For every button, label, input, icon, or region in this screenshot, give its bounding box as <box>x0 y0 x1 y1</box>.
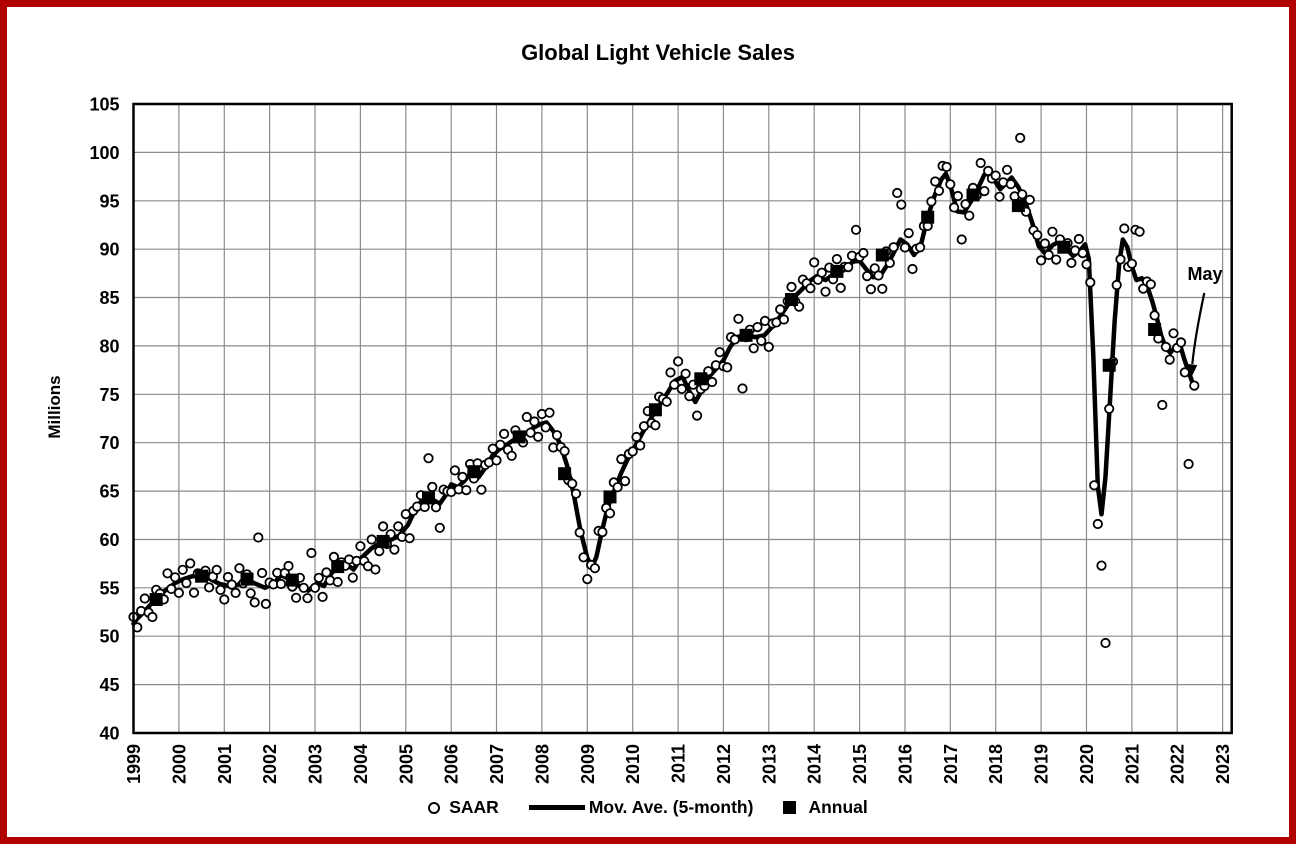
svg-text:80: 80 <box>99 336 119 356</box>
svg-text:2015: 2015 <box>850 744 870 784</box>
svg-text:2022: 2022 <box>1168 744 1188 784</box>
svg-text:2005: 2005 <box>396 744 416 784</box>
svg-text:95: 95 <box>99 191 119 211</box>
svg-text:2018: 2018 <box>986 744 1006 784</box>
svg-text:70: 70 <box>99 433 119 453</box>
svg-text:40: 40 <box>99 724 119 744</box>
svg-text:2013: 2013 <box>759 744 779 784</box>
svg-text:85: 85 <box>99 288 119 308</box>
svg-text:2019: 2019 <box>1032 744 1052 784</box>
open-circle-marker-icon <box>428 801 441 814</box>
svg-text:50: 50 <box>99 627 119 647</box>
y-axis-title: Millions <box>45 375 64 439</box>
svg-text:75: 75 <box>99 385 119 405</box>
svg-text:2012: 2012 <box>714 744 734 784</box>
legend-item-saar: SAAR <box>428 797 499 818</box>
svg-text:2023: 2023 <box>1213 744 1233 784</box>
filled-square-marker-icon <box>783 801 797 814</box>
legend: SAAR Mov. Ave. (5-month) Annual <box>0 797 1296 818</box>
svg-text:2017: 2017 <box>941 744 961 784</box>
legend-label-annual: Annual <box>808 797 868 817</box>
svg-text:2002: 2002 <box>260 744 280 784</box>
svg-text:2003: 2003 <box>306 744 326 784</box>
svg-text:2001: 2001 <box>215 744 235 784</box>
svg-text:2007: 2007 <box>487 744 507 784</box>
svg-text:65: 65 <box>99 482 119 502</box>
svg-text:2011: 2011 <box>669 744 689 783</box>
svg-text:2004: 2004 <box>351 744 371 784</box>
svg-text:55: 55 <box>99 578 119 598</box>
svg-text:60: 60 <box>99 530 119 550</box>
svg-text:2021: 2021 <box>1122 744 1142 784</box>
legend-item-annual: Annual <box>783 797 868 818</box>
legend-label-moving-average: Mov. Ave. (5-month) <box>588 797 754 817</box>
svg-text:2009: 2009 <box>578 744 598 784</box>
line-marker-icon <box>528 805 585 810</box>
svg-text:2016: 2016 <box>896 744 916 784</box>
svg-text:105: 105 <box>89 95 119 115</box>
svg-text:2020: 2020 <box>1077 744 1097 784</box>
svg-text:90: 90 <box>99 240 119 260</box>
svg-text:2008: 2008 <box>532 744 552 784</box>
chart-title: Global Light Vehicle Sales <box>521 40 795 65</box>
svg-text:100: 100 <box>89 143 119 163</box>
svg-text:2006: 2006 <box>442 744 462 784</box>
legend-item-moving-average: Mov. Ave. (5-month) <box>528 797 754 818</box>
svg-text:1999: 1999 <box>124 744 144 784</box>
svg-text:45: 45 <box>99 675 119 695</box>
legend-label-saar: SAAR <box>449 797 499 817</box>
svg-text:2010: 2010 <box>623 744 643 784</box>
svg-text:2000: 2000 <box>169 744 189 784</box>
annotation-may-label: May <box>1187 264 1223 284</box>
svg-text:2014: 2014 <box>805 744 825 784</box>
